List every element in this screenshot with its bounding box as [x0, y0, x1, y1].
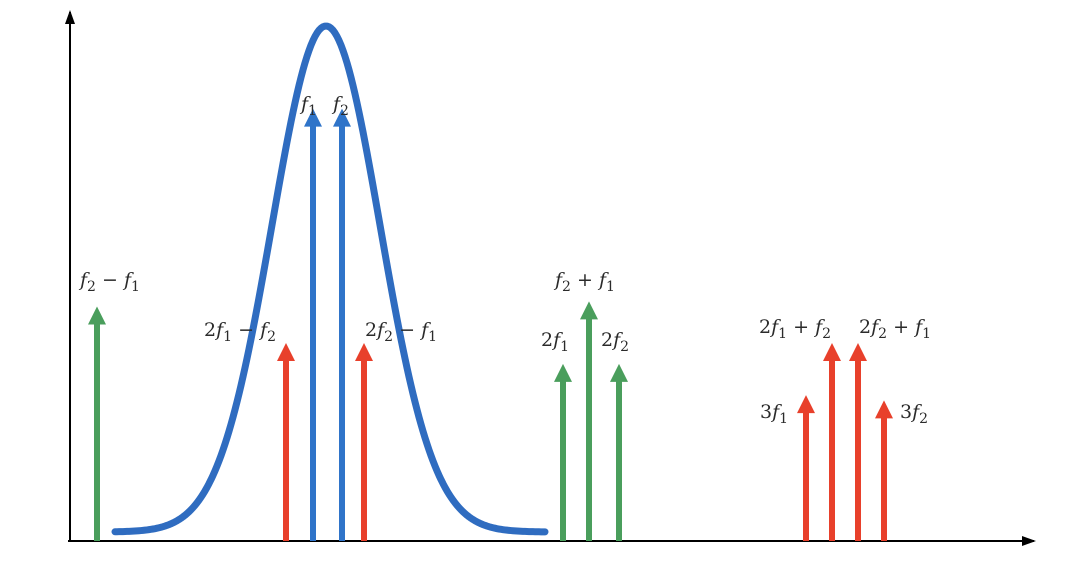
arrow-f2-minus-f1: [88, 306, 106, 541]
arrow-head: [304, 108, 322, 127]
arrow-f1: [304, 108, 322, 541]
arrow-head: [580, 301, 598, 320]
label-f2-minus-f1: f2 − f1: [78, 269, 140, 295]
arrow-head: [797, 395, 815, 414]
spectral-lines: [88, 108, 893, 541]
bandwidth-curve: [111, 22, 549, 536]
arrow-head: [554, 363, 572, 382]
arrow-head: [875, 400, 893, 419]
arrow-head: [333, 108, 351, 127]
label-2f1: 2f1: [541, 329, 569, 355]
spectral-labels: f2 − f1 2f1 − f2 f1 f2 2f2 − f1 2f1 f2 + f1 2f2…: [78, 93, 931, 427]
label-3f1: 3f1: [760, 401, 788, 427]
label-f1: f1: [299, 93, 317, 119]
arrow-head: [610, 363, 628, 382]
label-2f1-plus-f2: 2f1 + f2: [759, 316, 831, 342]
label-f2: f2: [331, 93, 349, 119]
label-2f2-minus-f1: 2f2 − f1: [365, 319, 437, 345]
arrow-2f2-plus-f1: [849, 343, 867, 541]
arrow-f2: [333, 108, 351, 541]
label-2f2-plus-f1: 2f2 + f1: [859, 316, 931, 342]
arrow-3f2: [875, 400, 893, 541]
label-2f2: 2f2: [601, 329, 629, 355]
arrow-head: [849, 343, 867, 362]
label-f2-plus-f1: f2 + f1: [553, 269, 615, 295]
label-3f2: 3f2: [900, 401, 928, 427]
arrow-f2-plus-f1: [580, 301, 598, 541]
arrow-2f2: [610, 363, 628, 541]
arrow-head: [88, 306, 106, 325]
arrow-head: [823, 343, 841, 362]
arrow-2f2-minus-f1: [355, 343, 373, 541]
arrow-head: [355, 343, 373, 362]
arrow-2f1-plus-f2: [823, 343, 841, 541]
arrow-3f1: [797, 395, 815, 541]
arrow-head: [277, 343, 295, 362]
arrow-2f1: [554, 363, 572, 541]
arrow-2f1-minus-f2: [277, 343, 295, 541]
label-2f1-minus-f2: 2f1 − f2: [204, 319, 276, 345]
